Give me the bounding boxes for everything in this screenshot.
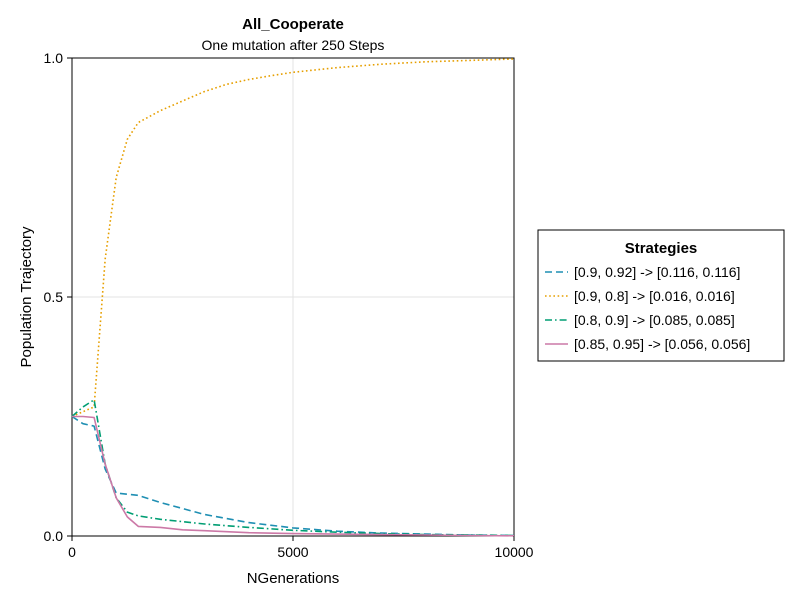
- y-tick-label: 1.0: [44, 50, 64, 66]
- chart-subtitle: One mutation after 250 Steps: [202, 37, 385, 53]
- y-axis-label: Population Trajectory: [18, 226, 35, 367]
- grid-lines: [71, 57, 515, 537]
- series-line-2: [71, 58, 515, 418]
- series-lines: [71, 58, 515, 537]
- legend-box: [537, 229, 785, 362]
- legend-label-1: [0.9, 0.92] -> [0.116, 0.116]: [574, 264, 740, 280]
- x-tick-label: 5000: [277, 544, 308, 560]
- x-tick-label: 0: [68, 544, 76, 560]
- legend-title: Strategies: [625, 240, 698, 257]
- series-line-1: [71, 415, 515, 537]
- legend-label-3: [0.8, 0.9] -> [0.085, 0.085]: [574, 312, 735, 328]
- legend-items: [0.9, 0.92] -> [0.116, 0.116] [0.9, 0.8] …: [545, 264, 750, 352]
- y-tick-label: 0.0: [44, 528, 64, 544]
- legend-label-4: [0.85, 0.95] -> [0.056, 0.056]: [574, 336, 750, 352]
- series-line-4: [72, 415, 515, 537]
- x-axis-label: NGenerations: [247, 570, 340, 587]
- axis-ticks: 0 5000 10000 0.0 0.5 1.0: [44, 50, 534, 560]
- y-tick-label: 0.5: [44, 289, 64, 305]
- chart-title: All_Cooperate: [242, 16, 344, 33]
- legend: Strategies [0.9, 0.92] -> [0.116, 0.116]…: [537, 229, 785, 362]
- x-tick-label: 10000: [495, 544, 534, 560]
- legend-label-2: [0.9, 0.8] -> [0.016, 0.016]: [574, 288, 735, 304]
